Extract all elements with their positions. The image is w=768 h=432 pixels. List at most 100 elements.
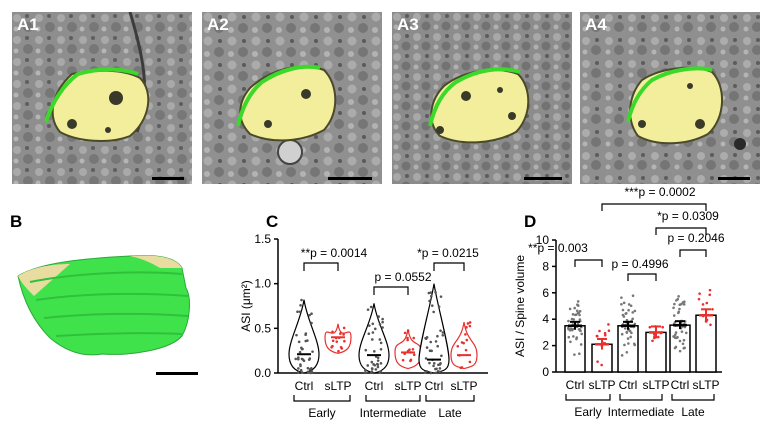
y-axis-label: ASI / Spine volume — [513, 255, 527, 357]
em-panel-a4: A4 — [580, 12, 760, 184]
data-point — [429, 291, 433, 294]
significance-bracket — [303, 262, 339, 271]
data-point — [411, 347, 415, 351]
data-point — [627, 308, 630, 312]
data-point — [622, 301, 626, 305]
group-bracket — [365, 395, 421, 402]
data-point — [412, 353, 416, 357]
data-point — [429, 294, 433, 298]
x-tick-label: sLTP — [692, 378, 719, 392]
data-point — [620, 296, 623, 299]
data-point — [427, 291, 431, 295]
group-label: Late — [438, 406, 462, 420]
data-point — [307, 371, 310, 374]
panel-label-a1: A1 — [17, 15, 39, 34]
data-point — [428, 299, 431, 303]
x-tick-label: Ctrl — [425, 379, 444, 393]
group-label: Early — [308, 406, 335, 420]
data-point — [371, 331, 375, 334]
data-point — [678, 349, 682, 353]
data-point — [627, 342, 630, 345]
significance-label: *p = 0.0215 — [417, 246, 479, 260]
data-point — [697, 297, 701, 301]
data-point — [310, 371, 314, 375]
data-point — [708, 288, 712, 292]
data-point — [406, 329, 410, 333]
data-point — [682, 338, 686, 342]
data-point — [439, 295, 443, 298]
data-point — [438, 363, 442, 366]
group-bracket — [619, 394, 663, 401]
data-point — [595, 334, 599, 338]
data-point — [672, 306, 675, 310]
significance-label: *p = 0.0309 — [657, 209, 719, 223]
data-point — [299, 304, 302, 307]
data-point — [374, 368, 378, 371]
group-label: Intermediate — [608, 405, 675, 419]
data-point — [409, 358, 413, 362]
x-tick-label: sLTP — [450, 379, 477, 393]
data-point — [620, 354, 624, 357]
data-point — [379, 370, 383, 373]
data-point — [633, 309, 637, 313]
data-point — [603, 333, 607, 337]
data-point — [568, 307, 572, 311]
data-point — [401, 358, 405, 362]
data-point — [600, 363, 603, 367]
x-tick-label: Ctrl — [619, 378, 638, 392]
data-point — [578, 318, 582, 321]
significance-bracket — [601, 203, 707, 211]
violin-ctrl — [418, 283, 450, 374]
data-point — [680, 330, 684, 333]
y-tick-label: 8 — [542, 259, 549, 273]
data-point — [379, 347, 383, 351]
data-point — [370, 360, 374, 364]
x-tick-label: sLTP — [394, 379, 421, 393]
data-point — [375, 362, 379, 366]
data-point — [370, 367, 374, 370]
data-point — [621, 308, 625, 312]
data-point — [434, 290, 437, 294]
data-point — [300, 298, 303, 302]
data-point — [331, 339, 335, 343]
data-point — [441, 333, 445, 337]
data-point — [573, 306, 576, 310]
data-point — [440, 354, 443, 358]
data-point — [628, 329, 632, 333]
data-point — [434, 367, 437, 371]
data-point — [630, 331, 633, 335]
data-point — [675, 299, 678, 302]
data-point — [673, 302, 676, 306]
data-point — [376, 359, 380, 362]
x-tick-label: Ctrl — [566, 378, 585, 392]
data-point — [575, 337, 578, 341]
panel-label-a2: A2 — [207, 15, 229, 34]
data-point — [603, 331, 607, 335]
data-point — [580, 332, 584, 336]
data-point — [342, 326, 346, 330]
data-point — [379, 341, 383, 345]
data-point — [330, 345, 333, 349]
panel-label-b: B — [10, 212, 23, 231]
data-point — [376, 365, 380, 369]
data-point — [698, 292, 701, 295]
y-tick-label: 6 — [542, 286, 549, 300]
em-panel-a3: A3 — [392, 12, 572, 184]
data-point — [364, 348, 368, 352]
data-point — [412, 336, 416, 340]
data-point — [572, 318, 576, 321]
data-point — [343, 339, 346, 343]
data-point — [428, 361, 431, 365]
data-point — [672, 335, 675, 338]
data-point — [377, 315, 380, 318]
data-point — [425, 346, 429, 349]
data-point — [631, 317, 635, 321]
data-point — [430, 304, 434, 307]
data-point — [579, 343, 583, 346]
violin-ctrl — [288, 299, 320, 374]
data-point — [406, 338, 409, 342]
group-bracket — [425, 395, 475, 402]
data-point — [648, 325, 652, 329]
y-tick-label: 1.5 — [254, 232, 271, 246]
